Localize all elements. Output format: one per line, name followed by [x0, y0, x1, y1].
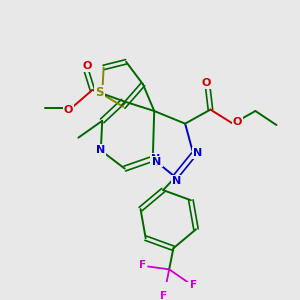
Text: F: F: [139, 260, 146, 270]
Text: N: N: [152, 157, 162, 166]
Text: S: S: [95, 86, 104, 99]
Text: O: O: [64, 105, 73, 115]
Text: F: F: [190, 280, 196, 290]
Text: N: N: [151, 154, 160, 164]
Text: N: N: [193, 148, 203, 158]
Text: F: F: [160, 291, 167, 300]
Text: O: O: [202, 78, 211, 88]
Text: O: O: [82, 61, 92, 71]
Text: O: O: [232, 117, 242, 127]
Text: N: N: [96, 145, 105, 155]
Text: N: N: [172, 176, 181, 186]
